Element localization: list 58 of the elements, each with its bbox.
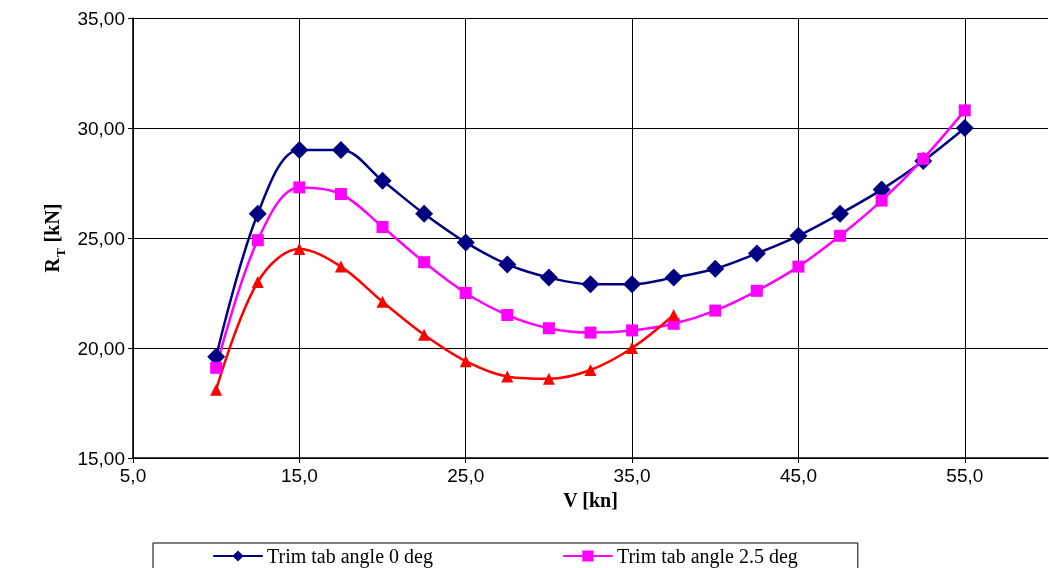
point (334, 188, 347, 200)
point (831, 204, 850, 223)
point (626, 324, 639, 337)
x-tick-label: 25,0 (447, 465, 485, 486)
point (418, 256, 431, 269)
y-tick-label: 20,00 (77, 337, 125, 359)
point (251, 234, 264, 247)
point (834, 229, 847, 242)
point (248, 204, 267, 223)
y-axis-title: RT [kN] (40, 203, 68, 273)
point (334, 260, 347, 273)
point (747, 244, 766, 263)
point (293, 243, 306, 255)
point (501, 370, 514, 383)
point (623, 275, 642, 294)
x-tick-label: 15,0 (280, 465, 318, 486)
point (459, 287, 472, 299)
point (290, 141, 309, 159)
point (542, 322, 555, 335)
x-tick-label: 45,0 (779, 465, 817, 486)
point (667, 309, 680, 321)
point (376, 295, 389, 308)
point (955, 119, 974, 137)
point (251, 276, 264, 288)
point (581, 275, 600, 294)
point (456, 233, 475, 252)
x-tick-label: 35,0 (613, 465, 651, 486)
point (792, 260, 805, 273)
point (664, 268, 683, 287)
point (210, 383, 223, 396)
point (539, 268, 558, 287)
point (501, 309, 514, 321)
point (750, 284, 763, 297)
point (542, 372, 555, 385)
point (373, 171, 392, 190)
point (584, 364, 597, 376)
y-tick-label: 25,00 (77, 227, 125, 249)
point (709, 304, 722, 317)
point (789, 226, 808, 245)
x-tick-label: 55,0 (946, 465, 984, 486)
point (418, 328, 431, 341)
point (293, 181, 306, 194)
point (331, 141, 350, 159)
point (498, 255, 517, 274)
legend-label: Trim tab angle 2.5 deg (616, 545, 798, 568)
point (415, 204, 434, 223)
y-tick-label: 35,00 (77, 7, 125, 29)
legend-label: Trim tab angle 0 deg (267, 545, 433, 568)
point (459, 355, 472, 368)
point (626, 342, 639, 354)
point (958, 104, 971, 117)
point (376, 221, 389, 233)
point (584, 326, 597, 339)
y-tick-label: 30,00 (77, 117, 125, 139)
point (875, 194, 888, 207)
point (210, 361, 223, 374)
x-axis-title: V [kn] (563, 488, 618, 511)
point (706, 259, 725, 278)
